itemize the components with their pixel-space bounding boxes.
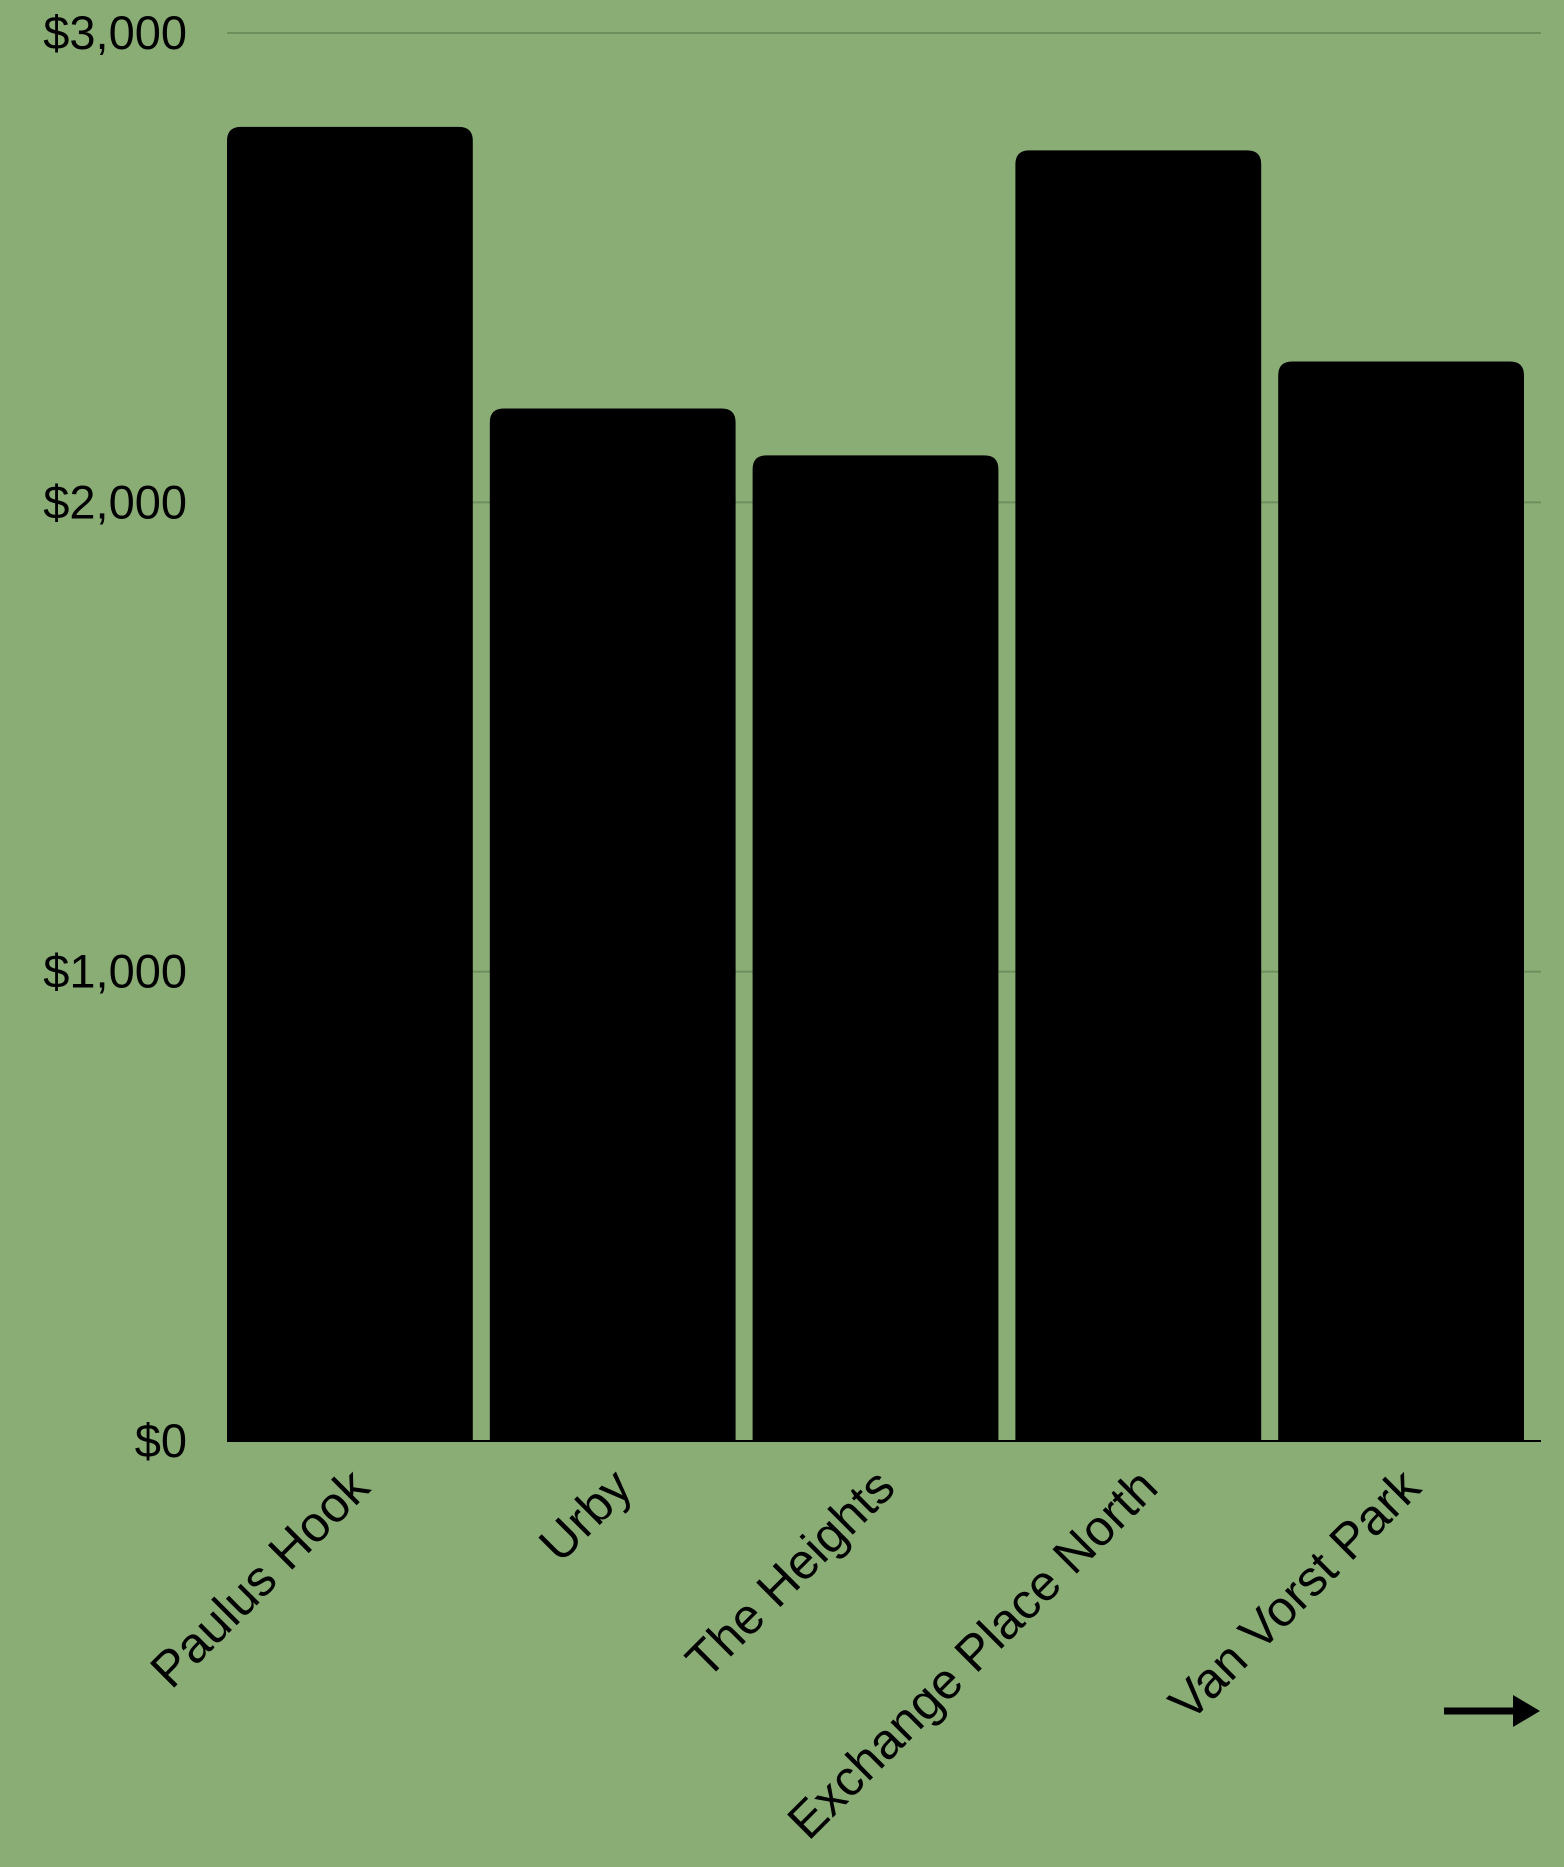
bar-paulus-hook (227, 126, 473, 1441)
y-tick-label: $3,000 (43, 6, 187, 59)
x-tick-label: Van Vorst Park (1158, 1457, 1431, 1730)
bar-van-vorst-park (1278, 361, 1524, 1441)
x-tick-label: Urby (528, 1458, 642, 1572)
y-tick-label: $2,000 (43, 475, 187, 528)
bar-exchange-place-north (1015, 150, 1262, 1441)
x-tick-label: The Heights (675, 1458, 905, 1688)
y-tick-label: $1,000 (43, 945, 187, 998)
bars (227, 126, 1524, 1441)
y-axis-ticks: $0 $1,000 $2,000 $3,000 (43, 6, 187, 1467)
y-tick-label: $0 (135, 1414, 187, 1467)
right-arrow-icon[interactable] (1440, 1688, 1544, 1734)
bar-the-heights (752, 455, 999, 1441)
x-tick-label: Paulus Hook (140, 1457, 381, 1698)
bar-urby (489, 408, 736, 1441)
